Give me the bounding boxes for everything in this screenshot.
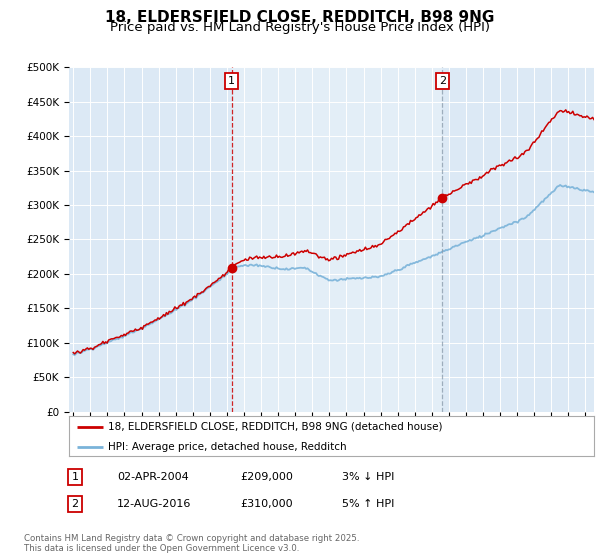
Text: £209,000: £209,000 — [240, 472, 293, 482]
Text: 02-APR-2004: 02-APR-2004 — [117, 472, 189, 482]
Text: 2: 2 — [71, 499, 79, 509]
Text: 3% ↓ HPI: 3% ↓ HPI — [342, 472, 394, 482]
Text: 1: 1 — [228, 76, 235, 86]
Text: 2: 2 — [439, 76, 446, 86]
Text: 18, ELDERSFIELD CLOSE, REDDITCH, B98 9NG: 18, ELDERSFIELD CLOSE, REDDITCH, B98 9NG — [106, 10, 494, 25]
Text: Contains HM Land Registry data © Crown copyright and database right 2025.
This d: Contains HM Land Registry data © Crown c… — [24, 534, 359, 553]
Text: £310,000: £310,000 — [240, 499, 293, 509]
Text: Price paid vs. HM Land Registry's House Price Index (HPI): Price paid vs. HM Land Registry's House … — [110, 21, 490, 34]
Text: 18, ELDERSFIELD CLOSE, REDDITCH, B98 9NG (detached house): 18, ELDERSFIELD CLOSE, REDDITCH, B98 9NG… — [109, 422, 443, 432]
Text: 5% ↑ HPI: 5% ↑ HPI — [342, 499, 394, 509]
Text: 1: 1 — [71, 472, 79, 482]
Bar — [232, 67, 442, 412]
Text: 12-AUG-2016: 12-AUG-2016 — [117, 499, 191, 509]
Text: HPI: Average price, detached house, Redditch: HPI: Average price, detached house, Redd… — [109, 442, 347, 452]
